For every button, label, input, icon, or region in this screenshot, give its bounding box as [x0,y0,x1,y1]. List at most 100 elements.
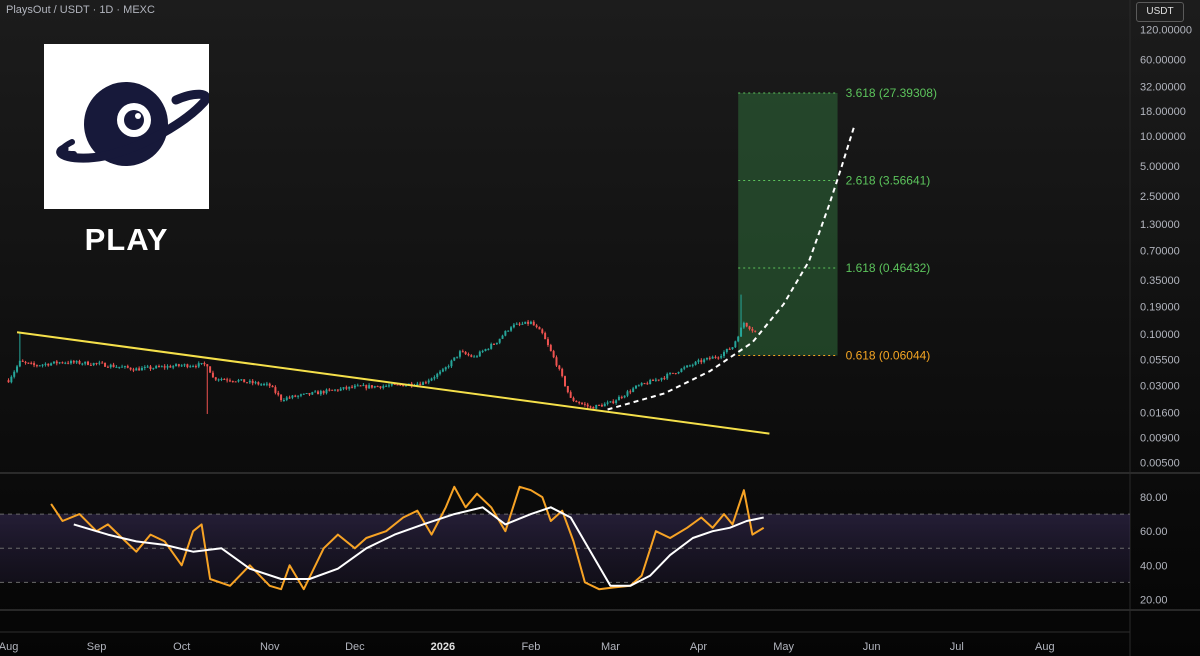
candle-body [617,396,620,401]
price-tick-label: 0.05500 [1140,355,1180,367]
candle-body [277,392,280,395]
candle-body [123,366,126,368]
candle-body [356,385,359,387]
candle-body [328,389,331,391]
candle-body [725,348,728,353]
candle-body [555,357,558,366]
candle-body [694,361,697,365]
candle-body [89,364,92,366]
candle-body [72,361,75,363]
candle-body [135,368,138,371]
candle-body [711,356,714,359]
time-axis[interactable]: Aug Sep Oct Nov Dec 2026 Feb Mar Apr May Jun Jul Aug [0,641,1055,653]
candle-body [612,401,615,404]
candle-body [101,362,104,364]
candle-body [564,376,566,387]
trendline [16,331,770,435]
candle-body [532,321,535,326]
candle-body [282,399,285,401]
candle-body [705,357,708,360]
candle-body [10,376,13,383]
candle-body [294,395,297,397]
candle-body [155,366,158,369]
price-tick-label: 0.01600 [1140,408,1180,420]
candle-body [27,362,30,364]
candle-body [21,360,24,362]
time-tick-label: Jul [950,641,964,653]
candle-body [61,362,64,364]
candle-body [379,386,382,388]
candle-body [50,363,53,366]
time-tick-label: Dec [345,641,365,653]
candle-body [248,380,251,383]
candle-body [30,362,33,364]
candle-body [263,384,266,386]
candle-body [671,372,674,374]
candle-body [223,378,226,380]
candle-body [177,364,180,366]
candle-body [561,368,564,377]
candle-body [55,361,58,364]
candle-body [444,367,447,370]
candle-body [240,379,243,381]
candle-body [18,360,21,367]
candle-body [527,321,530,324]
candle-body [206,364,209,367]
price-axis[interactable]: 120.00000 60.00000 32.00000 18.00000 10.0000… [1140,25,1192,470]
candle-body [331,389,334,391]
oscillator-series-line [50,485,765,591]
candle-body [138,368,141,371]
candle-body [430,378,433,381]
candle-body [376,386,379,388]
currency-badge[interactable]: USDT [1136,2,1184,22]
candle-body [373,386,376,388]
candle-body [251,380,254,384]
candle-body [740,327,743,337]
candle-body [538,327,541,330]
candle-body [581,403,584,405]
candle-body [691,364,694,366]
candle-body [583,403,586,405]
candle-body [87,361,90,365]
candle-body [115,366,118,368]
candle-body [169,366,172,368]
candle-body [677,372,680,374]
candle-body [84,361,87,364]
time-tick-label: Sep [87,641,107,653]
candle-body [209,366,212,373]
candle-body [172,366,175,368]
candle-body [700,360,703,363]
candle-body [370,385,373,388]
candle-body [475,356,478,358]
candle-body [38,365,41,367]
trendline-line [16,331,770,435]
fib-level-label: 0.618 (0.06044) [846,349,931,363]
candle-body [722,352,725,356]
candle-body [578,402,581,404]
candle-body [688,365,691,367]
candle-body [316,391,319,395]
candle-body [549,345,552,352]
symbol-header[interactable]: PlaysOut / USDT · 1D · MEXC [6,4,155,16]
oscillator-tick-label: 40.00 [1140,560,1168,572]
candle-body [566,386,569,393]
candle-body [646,383,649,385]
candle-body [257,382,260,385]
candle-body [512,324,515,328]
candle-body [569,392,572,398]
planet-eye-icon [56,82,211,166]
candle-body [402,384,405,387]
candle-body [246,382,249,384]
fib-level-label: 3.618 (27.39308) [846,86,937,100]
candle-body [598,404,601,406]
candle-body [334,389,337,391]
candle-body [280,394,283,401]
candle-body [186,364,189,368]
candle-body [546,339,549,346]
candle-body [586,404,589,407]
candle-body [78,361,81,364]
candle-body [649,379,652,385]
candle-body [632,388,635,392]
candle-body [385,385,388,387]
candle-body [683,367,686,369]
